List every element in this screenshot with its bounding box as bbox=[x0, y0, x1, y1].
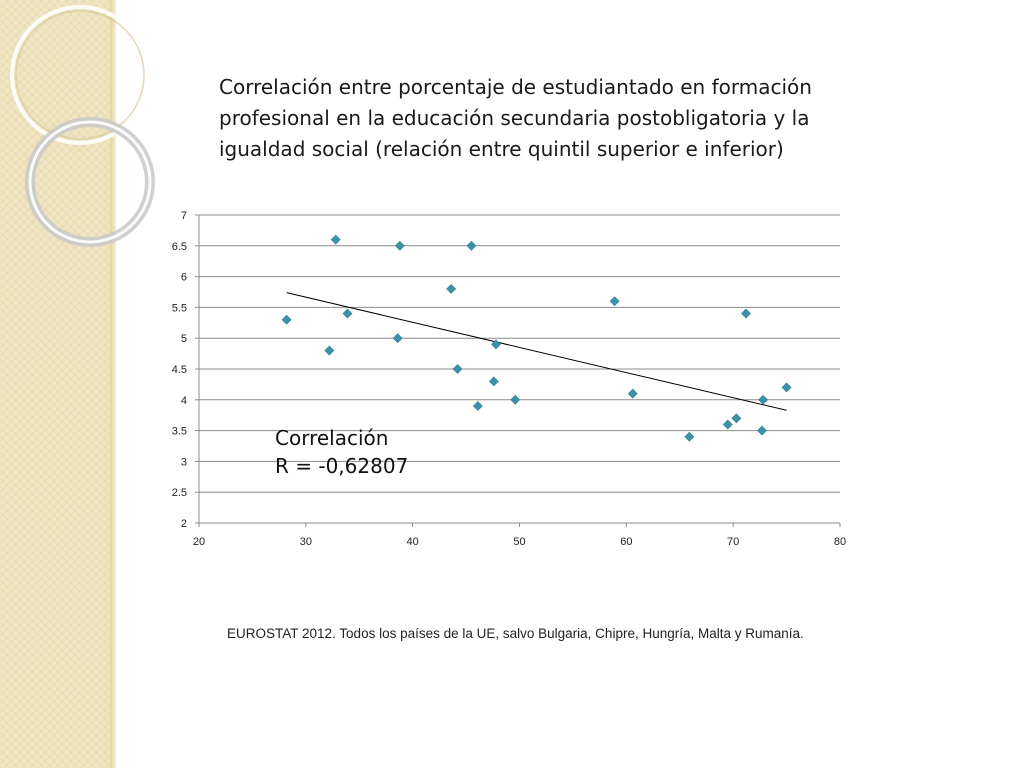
y-tick-label: 3.5 bbox=[172, 426, 187, 438]
y-tick-label: 5.5 bbox=[172, 302, 187, 314]
trendline bbox=[286, 292, 787, 411]
x-tick-label: 20 bbox=[193, 536, 205, 548]
data-point bbox=[452, 364, 463, 374]
correlation-annotation: Correlación R = -0,62807 bbox=[275, 424, 408, 480]
x-tick-label: 70 bbox=[727, 536, 739, 548]
y-tick-label: 6.5 bbox=[172, 241, 187, 253]
y-tick-label: 7 bbox=[181, 210, 187, 222]
data-point bbox=[281, 314, 292, 325]
y-tick-label: 4 bbox=[181, 395, 187, 407]
data-point bbox=[491, 339, 501, 350]
tick-labels: 2 2.5 3 3.5 4 4.5 5 5.5 6 6.5 7 20 30 40 50 60 70 80 bbox=[172, 210, 846, 548]
data-point bbox=[488, 376, 499, 387]
data-point bbox=[324, 345, 335, 356]
sidebar-edge bbox=[110, 0, 116, 768]
data-point bbox=[342, 308, 353, 319]
x-tick-label: 50 bbox=[513, 536, 525, 548]
grid-lines bbox=[199, 214, 840, 493]
y-tick-label: 2.5 bbox=[172, 487, 187, 499]
ring-upper bbox=[10, 5, 150, 145]
ring-upper-shadow bbox=[15, 10, 145, 140]
y-tick-label: 3 bbox=[181, 456, 187, 468]
data-point bbox=[781, 382, 792, 393]
data-point bbox=[758, 394, 769, 405]
x-tick-label: 80 bbox=[834, 536, 846, 548]
data-point bbox=[472, 401, 483, 411]
axes bbox=[195, 214, 841, 527]
slide-title: Correlación entre porcentaje de estudian… bbox=[219, 75, 812, 161]
y-tick-label: 5 bbox=[181, 333, 187, 345]
y-tick-label: 6 bbox=[181, 272, 187, 284]
data-point bbox=[609, 296, 620, 307]
source-note: EUROSTAT 2012. Todos los países de la UE… bbox=[227, 626, 804, 641]
data-point bbox=[757, 425, 767, 436]
x-tick-label: 40 bbox=[407, 536, 419, 548]
trendline-layer bbox=[286, 292, 787, 411]
correlation-label: Correlación bbox=[275, 426, 389, 450]
data-point bbox=[627, 388, 638, 399]
data-point bbox=[741, 308, 751, 319]
data-point bbox=[446, 283, 457, 294]
data-point bbox=[684, 431, 695, 442]
data-point bbox=[466, 240, 477, 251]
y-tick-label: 2 bbox=[181, 518, 187, 530]
data-point bbox=[392, 333, 403, 344]
data-point bbox=[510, 394, 521, 405]
data-point bbox=[731, 413, 742, 424]
x-tick-label: 30 bbox=[300, 536, 312, 548]
data-point bbox=[394, 240, 405, 251]
decorative-rings bbox=[10, 5, 155, 247]
correlation-value: R = -0,62807 bbox=[275, 454, 409, 478]
data-points bbox=[281, 234, 792, 442]
x-tick-label: 60 bbox=[620, 536, 632, 548]
data-point bbox=[722, 419, 733, 430]
ring-lower-highlight bbox=[28, 120, 152, 244]
y-tick-label: 4.5 bbox=[172, 364, 187, 376]
data-point bbox=[330, 234, 341, 245]
